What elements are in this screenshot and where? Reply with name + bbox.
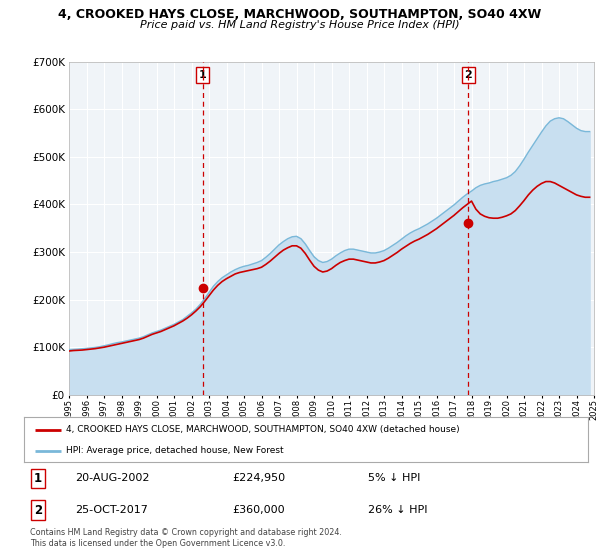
Text: £224,950: £224,950 xyxy=(233,473,286,483)
Text: Price paid vs. HM Land Registry's House Price Index (HPI): Price paid vs. HM Land Registry's House … xyxy=(140,20,460,30)
Text: 25-OCT-2017: 25-OCT-2017 xyxy=(75,505,148,515)
Text: 2: 2 xyxy=(464,70,472,80)
Text: 1: 1 xyxy=(199,70,206,80)
Text: 4, CROOKED HAYS CLOSE, MARCHWOOD, SOUTHAMPTON, SO40 4XW (detached house): 4, CROOKED HAYS CLOSE, MARCHWOOD, SOUTHA… xyxy=(66,425,460,434)
Text: HPI: Average price, detached house, New Forest: HPI: Average price, detached house, New … xyxy=(66,446,284,455)
Text: 4, CROOKED HAYS CLOSE, MARCHWOOD, SOUTHAMPTON, SO40 4XW: 4, CROOKED HAYS CLOSE, MARCHWOOD, SOUTHA… xyxy=(58,8,542,21)
Text: 20-AUG-2002: 20-AUG-2002 xyxy=(75,473,149,483)
Text: 26% ↓ HPI: 26% ↓ HPI xyxy=(368,505,428,515)
Text: Contains HM Land Registry data © Crown copyright and database right 2024.: Contains HM Land Registry data © Crown c… xyxy=(30,528,342,536)
Text: This data is licensed under the Open Government Licence v3.0.: This data is licensed under the Open Gov… xyxy=(30,539,286,548)
Text: £360,000: £360,000 xyxy=(233,505,286,515)
Text: 1: 1 xyxy=(34,472,42,485)
Text: 2: 2 xyxy=(34,503,42,516)
Text: 5% ↓ HPI: 5% ↓ HPI xyxy=(368,473,421,483)
